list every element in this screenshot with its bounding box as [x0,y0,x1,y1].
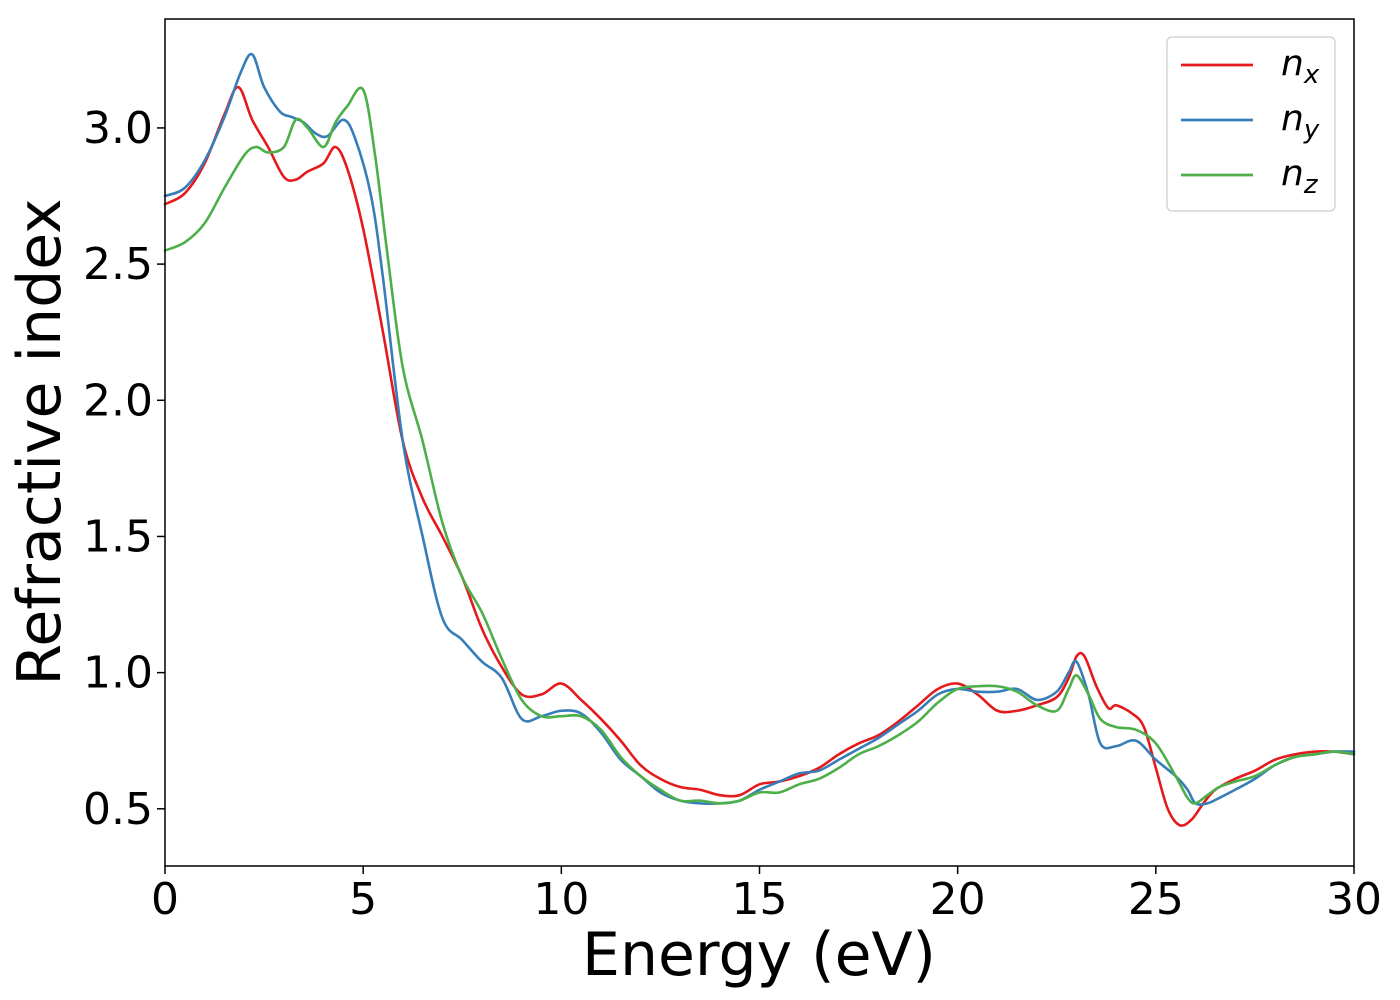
series-line-nz [163,86,1356,805]
legend-box [1166,36,1336,212]
x-tick-label: 30 [1326,874,1382,925]
y-tick-label: 1.5 [83,511,153,562]
x-tick-label: 5 [349,874,377,925]
y-tick-label: 2.0 [83,375,153,426]
x-tick-label: 25 [1128,874,1184,925]
y-axis-title: Refractive index [5,198,75,685]
y-tick-label: 0.5 [83,784,153,835]
y-tick-label: 2.5 [83,239,153,290]
y-tick-label: 3.0 [83,103,153,154]
x-tick-label: 0 [151,874,179,925]
x-tick-label: 10 [533,874,589,925]
y-tick-label: 1.0 [83,648,153,699]
series-layer [163,52,1356,827]
x-tick-label: 15 [732,874,788,925]
x-tick-label: 20 [930,874,986,925]
x-axis-title: Energy (eV) [582,920,936,990]
tick-layer: 0 5 10 15 20 25 30 0.5 1.0 1.5 2.0 2.5 3.0 [83,103,1382,925]
